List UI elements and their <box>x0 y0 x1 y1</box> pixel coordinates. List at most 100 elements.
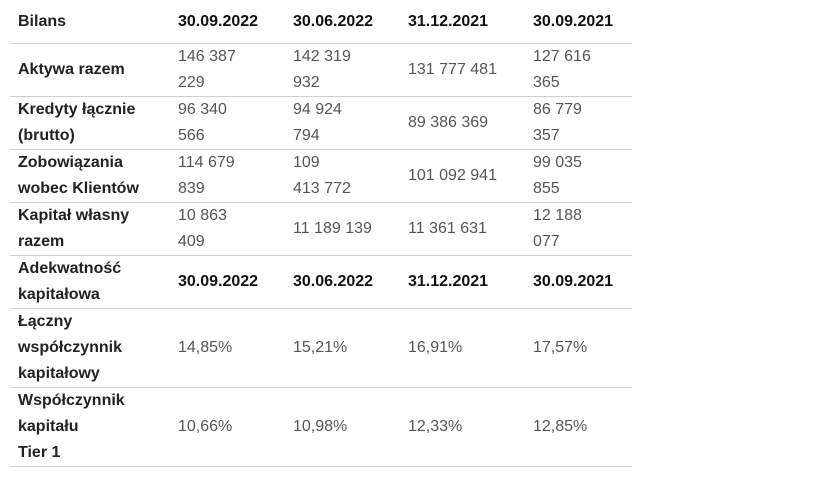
table-cell: 131 777 481 <box>408 44 497 96</box>
table-cell: 89 386 369 <box>408 97 488 149</box>
cell-text: 932 <box>293 74 320 91</box>
cell-text: 10,98% <box>293 418 348 435</box>
cell-text: 99 035 <box>533 154 582 171</box>
cell-text: 10,66% <box>178 418 233 435</box>
table-row: Współczynnik kapitału Tier 1 10,66% 10,98% 12… <box>10 388 632 467</box>
cell-text: 146 387 <box>178 48 236 65</box>
cell-text: 357 <box>533 127 560 144</box>
table-cell: 101 092 941 <box>408 150 497 202</box>
table-cell: 12 188 077 <box>533 203 582 255</box>
cell-text: 12,85% <box>533 418 588 435</box>
table-cell: 15,21% <box>293 309 347 387</box>
cell-text: kapitału <box>18 418 79 435</box>
header-row: Bilans 30.09.2022 30.06.2022 31.12.2021 30.0… <box>10 0 632 44</box>
cell-text: 14,85% <box>178 339 233 356</box>
table-cell: 99 035 855 <box>533 150 582 202</box>
table-cell: 12,33% <box>408 388 462 466</box>
cell-text: 077 <box>533 233 560 250</box>
cell-text: 109 <box>293 154 320 171</box>
cell-text: 30.09.2022 <box>178 273 259 290</box>
row-label: Współczynnik kapitału Tier 1 <box>18 388 125 466</box>
column-header: 30.09.2022 <box>178 0 258 43</box>
row-label: Łączny współczynnik kapitałowy <box>18 309 122 387</box>
cell-text: kapitałowy <box>18 365 100 382</box>
cell-text: Tier 1 <box>18 444 61 461</box>
table-cell: 11 361 631 <box>408 203 487 255</box>
cell-text: 89 386 369 <box>408 114 489 131</box>
cell-text: Aktywa razem <box>18 61 125 78</box>
table-row: Kapitał własny razem 10 863 409 11 189 139 11… <box>10 203 632 256</box>
cell-text: 86 779 <box>533 101 582 118</box>
cell-text: 794 <box>293 127 320 144</box>
cell-text: 12,33% <box>408 418 463 435</box>
cell-text: 10 863 <box>178 207 227 224</box>
cell-text: (brutto) <box>18 127 75 144</box>
row-label: Kredyty łącznie (brutto) <box>18 97 135 149</box>
table-row: Łączny współczynnik kapitałowy 14,85% 15,21%… <box>10 309 632 388</box>
cell-text: 839 <box>178 180 205 197</box>
table-cell: 86 779 357 <box>533 97 582 149</box>
column-header: 31.12.2021 <box>408 256 488 308</box>
cell-text: 566 <box>178 127 205 144</box>
table-cell: 146 387 229 <box>178 44 236 96</box>
cell-text: wobec Klientów <box>18 180 139 197</box>
cell-text: 11 189 139 <box>293 220 372 237</box>
cell-text: kapitałowa <box>18 286 100 303</box>
cell-text: 101 092 941 <box>408 167 497 184</box>
cell-text: 30.09.2021 <box>533 12 614 30</box>
table-cell: 109 413 772 <box>293 150 351 202</box>
table-cell: 94 924 794 <box>293 97 342 149</box>
cell-text: Łączny <box>18 313 73 330</box>
cell-text: 31.12.2021 <box>408 273 489 290</box>
table-cell: 16,91% <box>408 309 462 387</box>
table-cell: 10 863 409 <box>178 203 227 255</box>
cell-text: 30.06.2022 <box>293 12 374 30</box>
cell-text: Kredyty łącznie <box>18 101 136 118</box>
cell-text: 30.09.2022 <box>178 12 259 30</box>
cell-text: 11 361 631 <box>408 220 487 237</box>
cell-text: 114 679 <box>178 154 235 171</box>
column-header: 30.09.2022 <box>178 256 258 308</box>
column-header: 30.06.2022 <box>293 0 373 43</box>
row-label: Zobowiązania wobec Klientów <box>18 150 139 202</box>
column-header: 30.09.2021 <box>533 0 613 43</box>
table-cell: 12,85% <box>533 388 587 466</box>
table-cell: 114 679 839 <box>178 150 235 202</box>
table-cell: 10,98% <box>293 388 347 466</box>
cell-text: 413 772 <box>293 180 351 197</box>
column-header: 30.09.2021 <box>533 256 613 308</box>
cell-text: współczynnik <box>18 339 123 356</box>
cell-text: 12 188 <box>533 207 582 224</box>
cell-text: 365 <box>533 74 560 91</box>
cell-text: 30.06.2022 <box>293 273 374 290</box>
cell-text: 31.12.2021 <box>408 12 489 30</box>
cell-text: 16,91% <box>408 339 463 356</box>
cell-text: 229 <box>178 74 205 91</box>
row-label: Bilans <box>18 0 66 43</box>
table-row: Aktywa razem 146 387 229 142 319 932 131 777 … <box>10 44 632 97</box>
cell-text: Kapitał własny <box>18 207 130 224</box>
cell-text: 409 <box>178 233 205 250</box>
cell-text: Bilans <box>18 12 67 30</box>
table-row: Zobowiązania wobec Klientów 114 679 839 109 4… <box>10 150 632 203</box>
table-row: Kredyty łącznie (brutto) 96 340 566 94 924 79… <box>10 97 632 150</box>
table-cell: 11 189 139 <box>293 203 372 255</box>
cell-text: Adekwatność <box>18 260 122 277</box>
column-header: 30.06.2022 <box>293 256 373 308</box>
table-cell: 17,57% <box>533 309 587 387</box>
row-label: Adekwatność kapitałowa <box>18 256 121 308</box>
table-cell: 10,66% <box>178 388 232 466</box>
cell-text: 96 340 <box>178 101 227 118</box>
row-label: Kapitał własny razem <box>18 203 129 255</box>
cell-text: 15,21% <box>293 339 348 356</box>
cell-text: razem <box>18 233 65 250</box>
column-header: 31.12.2021 <box>408 0 488 43</box>
cell-text: 127 616 <box>533 48 591 65</box>
cell-text: 855 <box>533 180 560 197</box>
header-row: Adekwatność kapitałowa 30.09.2022 30.06.202… <box>10 256 632 309</box>
table-cell: 127 616 365 <box>533 44 591 96</box>
cell-text: 30.09.2021 <box>533 273 614 290</box>
table-cell: 142 319 932 <box>293 44 351 96</box>
row-label: Aktywa razem <box>18 44 125 96</box>
